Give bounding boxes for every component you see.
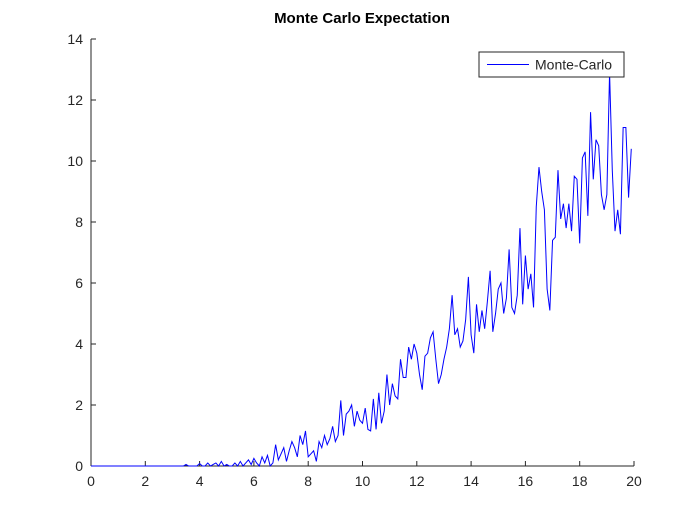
x-tick-label: 0 <box>87 473 95 489</box>
x-tick-label: 16 <box>518 473 534 489</box>
x-tick-label: 4 <box>196 473 204 489</box>
chart-title: Monte Carlo Expectation <box>274 10 450 27</box>
y-tick-label: 14 <box>67 31 83 47</box>
x-tick-label: 20 <box>626 473 642 489</box>
x-tick-label: 10 <box>355 473 371 489</box>
x-tick-label: 6 <box>250 473 258 489</box>
y-tick-label: 0 <box>75 458 83 474</box>
x-tick-label: 18 <box>572 473 588 489</box>
y-tick-label: 4 <box>75 336 83 352</box>
x-tick-label: 12 <box>409 473 425 489</box>
y-tick-label: 8 <box>75 214 83 230</box>
x-tick-label: 8 <box>304 473 312 489</box>
data-line <box>91 72 632 468</box>
y-tick-label: 6 <box>75 275 83 291</box>
x-tick-label: 14 <box>463 473 479 489</box>
legend-label: Monte-Carlo <box>535 57 612 73</box>
y-tick-label: 2 <box>75 397 83 413</box>
y-tick-label: 10 <box>67 153 83 169</box>
y-tick-label: 12 <box>67 92 83 108</box>
x-tick-label: 2 <box>141 473 149 489</box>
